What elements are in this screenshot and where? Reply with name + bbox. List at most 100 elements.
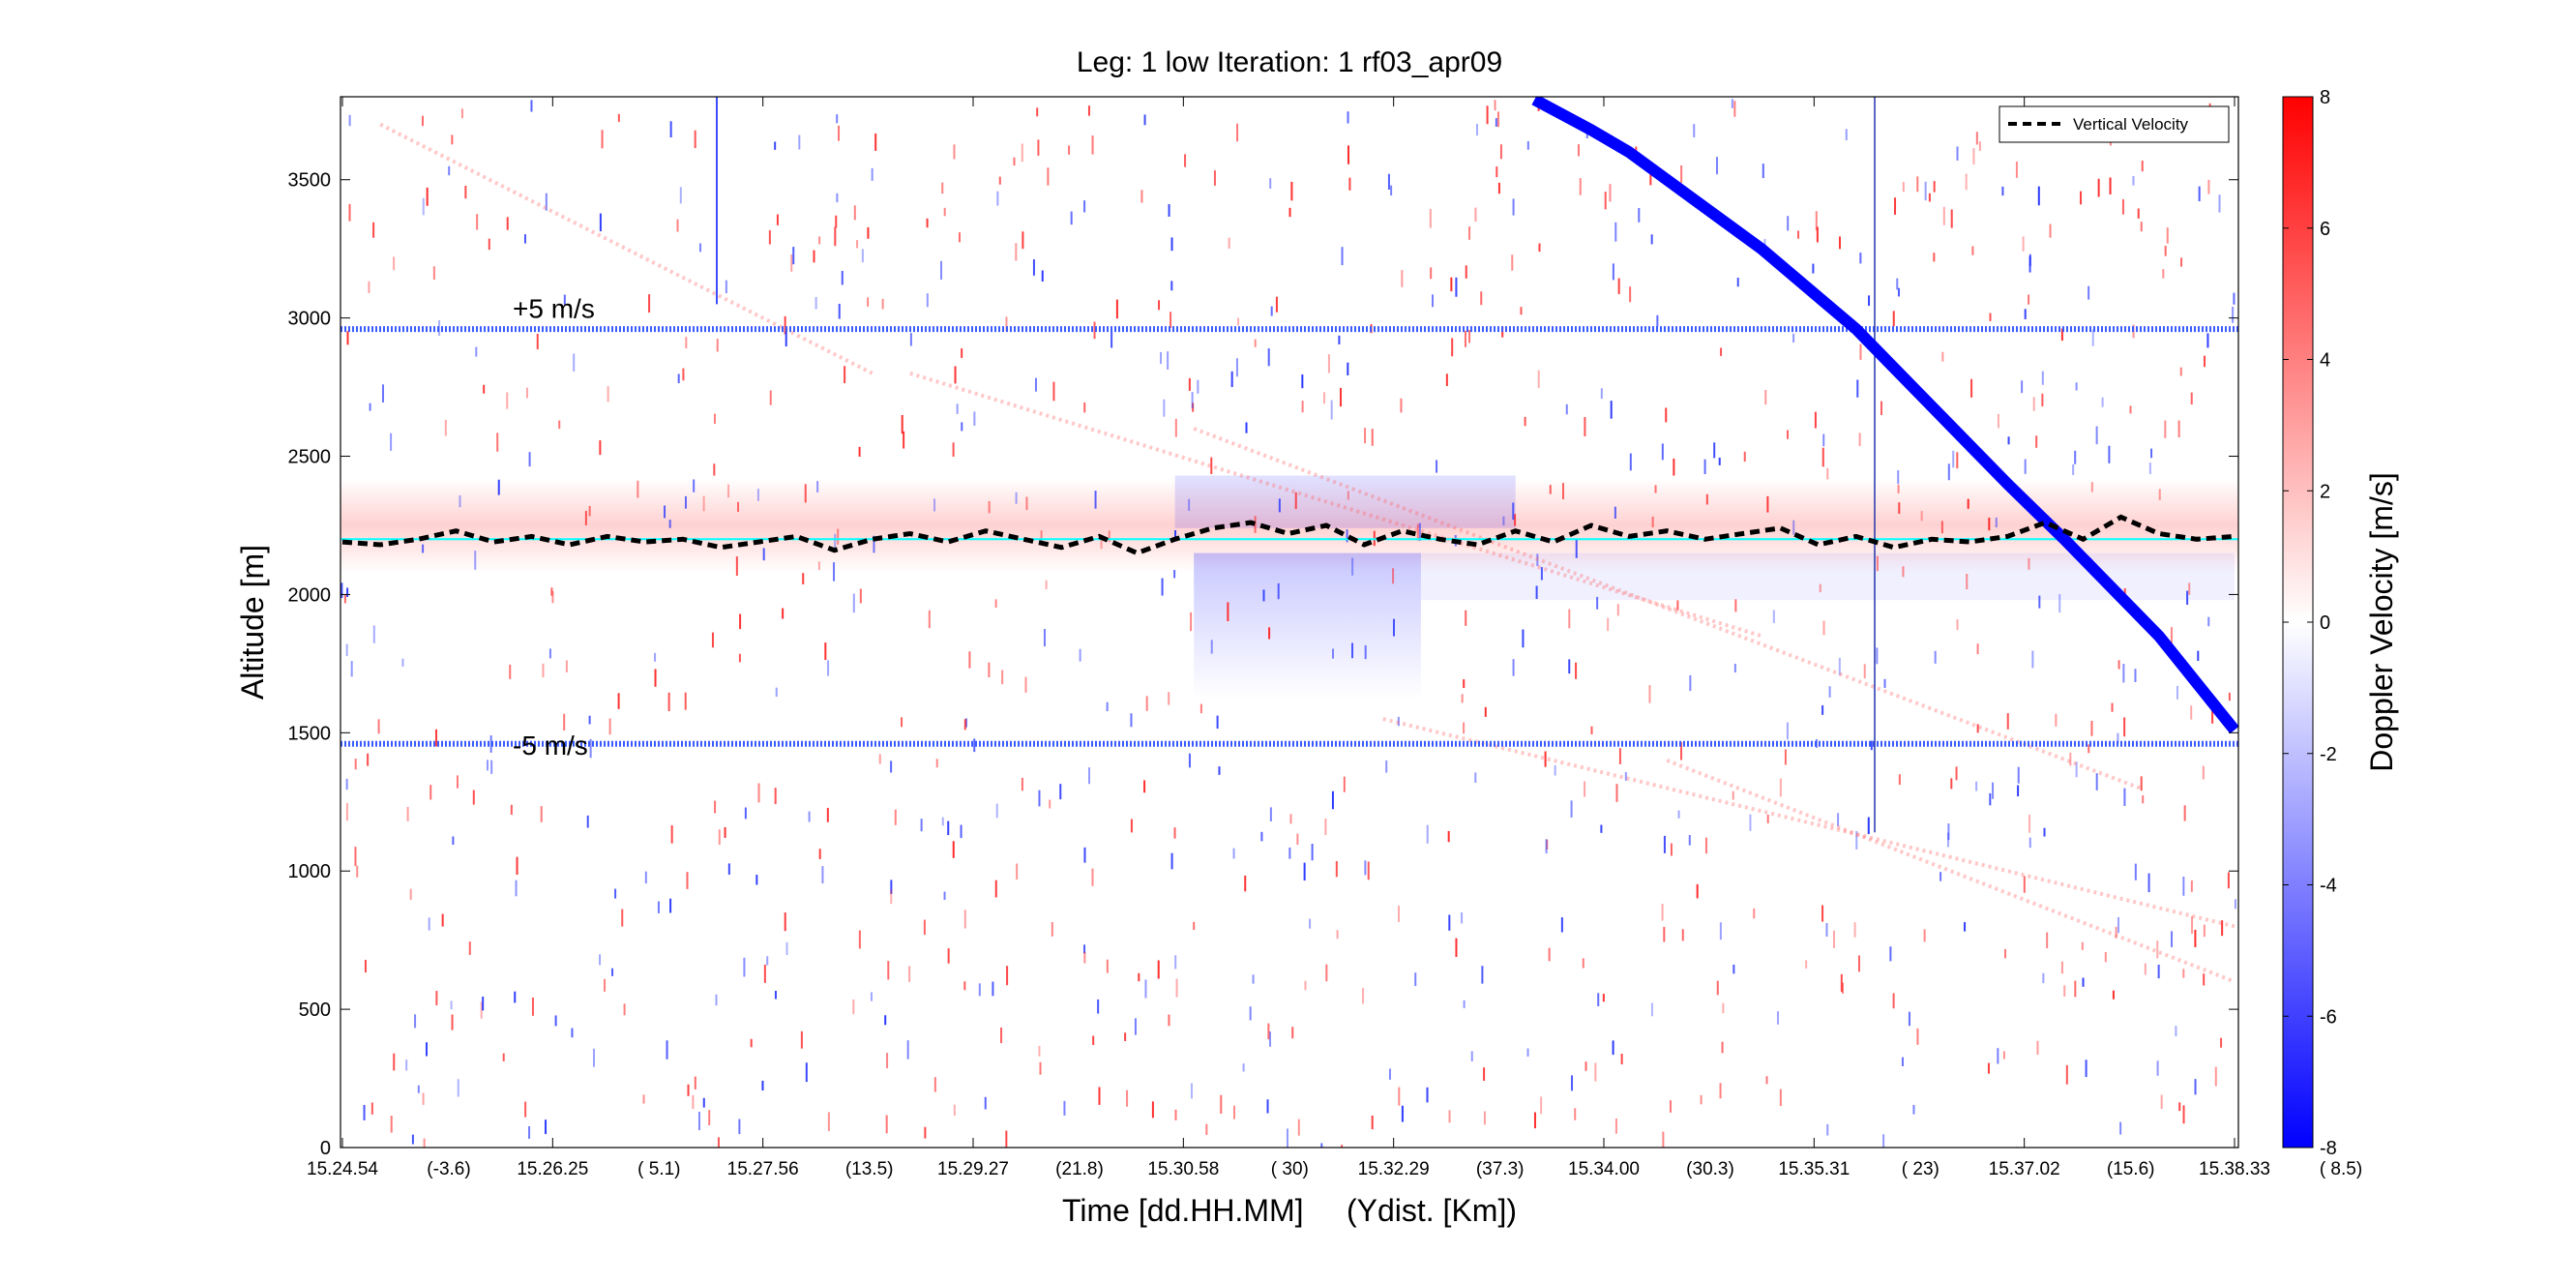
echo-pixel <box>1524 416 1526 427</box>
colorbar-tick-label: 0 <box>2320 612 2330 634</box>
echo-pixel <box>826 807 829 822</box>
echo-pixel <box>1294 492 1297 510</box>
echo-pixel <box>1249 1006 1252 1021</box>
echo-pixel <box>2179 367 2182 376</box>
echo-pixel <box>1266 1099 1269 1114</box>
echo-pixel <box>1916 176 1919 193</box>
echo-pixel <box>1495 166 1498 178</box>
echo-pixel <box>1481 966 1484 984</box>
echo-pixel <box>988 500 991 514</box>
echo-pixel <box>2023 876 2026 893</box>
echo-pixel <box>2022 236 2025 252</box>
echo-pixel <box>1463 722 1466 734</box>
echo-pixel <box>1522 629 1525 648</box>
echo-pixel <box>2069 752 2072 766</box>
echo-pixel <box>1716 157 1719 175</box>
echo-pixel <box>1163 399 1166 417</box>
echo-pixel <box>2194 1079 2197 1095</box>
echo-pixel <box>988 662 991 677</box>
echo-pixel <box>884 1015 887 1026</box>
echo-pixel <box>514 991 517 1003</box>
echo-pixel <box>1364 860 1367 876</box>
echo-pixel <box>1429 208 1432 228</box>
echo-pixel <box>1607 617 1610 632</box>
echo-pixel <box>480 1001 483 1019</box>
echo-pixel <box>1192 403 1195 412</box>
echo-pixel <box>429 785 432 800</box>
echo-pixel <box>2148 462 2151 475</box>
echo-pixel <box>2060 328 2063 342</box>
echo-pixel <box>1465 610 1467 626</box>
echo-pixel <box>1190 612 1193 632</box>
echo-pixel <box>2024 309 2027 319</box>
echo-pixel <box>1448 1110 1451 1123</box>
echo-pixel <box>935 759 938 768</box>
echo-pixel <box>2115 926 2117 939</box>
echo-pixel <box>1764 390 1767 405</box>
echo-pixel <box>1947 823 1950 841</box>
echo-pixel <box>1967 498 1969 509</box>
echo-pixel <box>2063 985 2066 997</box>
echo-pixel <box>2060 961 2063 974</box>
echo-pixel <box>457 1079 459 1097</box>
echo-pixel <box>2182 877 2185 896</box>
echo-pixel <box>1892 311 1895 327</box>
x-tick-label-time: 15.37.02 <box>1989 1159 2060 1179</box>
echo-pixel <box>1665 407 1668 423</box>
echo-pixel <box>1766 495 1769 513</box>
echo-pixel <box>1950 209 1953 228</box>
echo-pixel <box>973 411 976 426</box>
echo-pixel <box>1826 467 1829 480</box>
echo-pixel <box>1347 145 1349 164</box>
echo-pixel <box>1582 958 1584 969</box>
echo-pixel <box>2158 489 2161 501</box>
echo-pixel <box>1916 1028 1919 1045</box>
echo-pixel <box>679 187 682 204</box>
echo-pixel <box>1840 973 1843 992</box>
echo-pixel <box>2164 245 2167 256</box>
echo-pixel <box>1079 648 1081 662</box>
echo-pixel <box>406 806 409 821</box>
legend-label-vertical-velocity: Vertical Velocity <box>2073 115 2189 134</box>
echo-pixel <box>1092 1035 1095 1045</box>
echo-pixel <box>2065 1064 2068 1085</box>
echo-pixel <box>1110 330 1113 348</box>
descending-blue-streak <box>1531 97 2238 734</box>
echo-pixel <box>2017 785 2020 797</box>
echo-pixel <box>1262 589 1265 602</box>
echo-pixel <box>1005 316 1008 332</box>
echo-pixel <box>589 738 592 759</box>
echo-pixel <box>953 144 956 160</box>
echo-pixel <box>901 414 903 434</box>
echo-pixel <box>1450 277 1453 292</box>
x-tick-label-time: 15.35.31 <box>1778 1159 1850 1179</box>
echo-pixel <box>642 1094 645 1104</box>
echo-pixel <box>1897 484 1900 493</box>
echo-pixel <box>510 804 513 816</box>
echo-pixel <box>1689 674 1692 692</box>
echo-pixel <box>441 913 444 927</box>
echo-pixel <box>531 997 534 1016</box>
echo-pixel <box>874 133 877 151</box>
echo-pixel <box>1545 839 1548 854</box>
echo-pixel <box>545 1119 548 1135</box>
echo-pixel <box>468 941 471 955</box>
echo-pixel <box>364 960 367 973</box>
echo-pixel <box>451 134 454 145</box>
echo-pixel <box>953 1104 956 1117</box>
echo-pixel <box>2111 702 2114 712</box>
echo-pixel <box>1753 908 1756 919</box>
echo-pixel <box>2015 161 2018 178</box>
echo-pixel <box>821 866 824 883</box>
echo-pixel <box>1514 514 1517 526</box>
echo-pixel <box>2041 393 2044 407</box>
echo-pixel <box>1743 451 1746 462</box>
echo-pixel <box>2144 963 2147 975</box>
echo-pixel <box>621 909 624 927</box>
echo-pixel <box>1045 580 1048 590</box>
echo-pixel <box>1143 780 1146 793</box>
echo-pixel <box>2087 285 2090 300</box>
echo-pixel <box>885 1115 888 1134</box>
echo-pixel <box>1235 358 1238 377</box>
echo-pixel <box>1939 872 1942 881</box>
